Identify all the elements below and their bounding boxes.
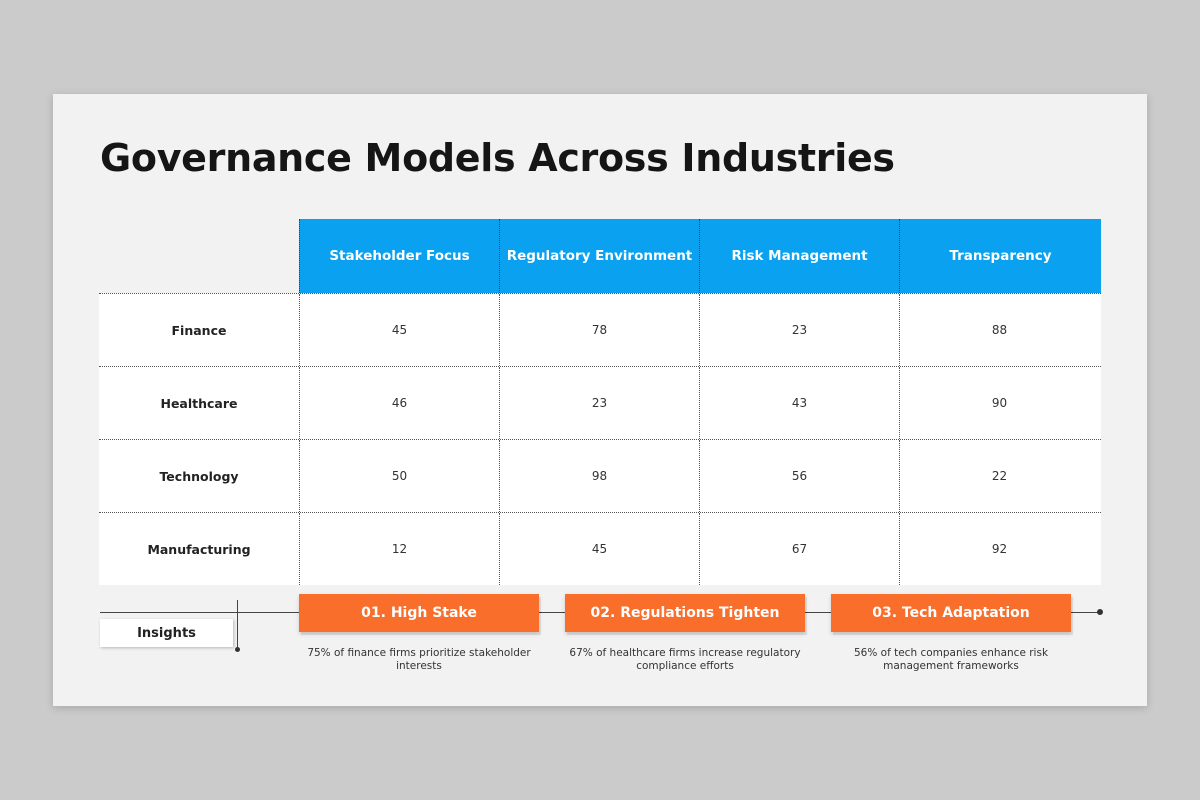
table-cell: 92 [899,513,1099,585]
table-cell: 23 [499,367,699,439]
insight-title: 03. Tech Adaptation [831,594,1071,632]
table-cell: 50 [299,440,499,512]
table-cell: 98 [499,440,699,512]
table-row: Finance 45 78 23 88 [99,293,1101,366]
insights-divider-dot [235,647,240,652]
column-header: Transparency [899,219,1101,293]
column-header: Stakeholder Focus [299,219,499,293]
insight-description: 75% of finance firms prioritize stakehol… [307,647,531,672]
table-cell: 23 [699,294,899,366]
insight-title: 01. High Stake [299,594,539,632]
governance-table: Stakeholder Focus Regulatory Environment… [99,219,1101,585]
table-cell: 43 [699,367,899,439]
table-cell: 45 [499,513,699,585]
table-cell: 22 [899,440,1099,512]
timeline-end-dot [1097,609,1103,615]
insight-description: 67% of healthcare firms increase regulat… [569,647,801,672]
table-row: Healthcare 46 23 43 90 [99,366,1101,439]
table-cell: 56 [699,440,899,512]
insights-divider [237,600,238,650]
table-row: Technology 50 98 56 22 [99,439,1101,512]
row-label: Finance [171,322,227,338]
row-label: Technology [159,468,239,484]
table-row: Manufacturing 12 45 67 92 [99,512,1101,585]
table-header-row: Stakeholder Focus Regulatory Environment… [99,219,1101,293]
page-title: Governance Models Across Industries [100,136,895,180]
table-cell: 88 [899,294,1099,366]
table-cell: 67 [699,513,899,585]
insights-label: Insights [100,619,233,647]
table-cell: 12 [299,513,499,585]
table-cell: 45 [299,294,499,366]
header-corner [99,219,299,293]
row-label: Healthcare [160,395,238,411]
row-label: Manufacturing [147,541,251,557]
column-header: Regulatory Environment [499,219,699,293]
slide: Governance Models Across Industries Stak… [53,94,1147,706]
column-header: Risk Management [699,219,899,293]
table-cell: 78 [499,294,699,366]
table-cell: 90 [899,367,1099,439]
insight-description: 56% of tech companies enhance risk manag… [853,647,1049,672]
table-cell: 46 [299,367,499,439]
insight-title: 02. Regulations Tighten [565,594,805,632]
